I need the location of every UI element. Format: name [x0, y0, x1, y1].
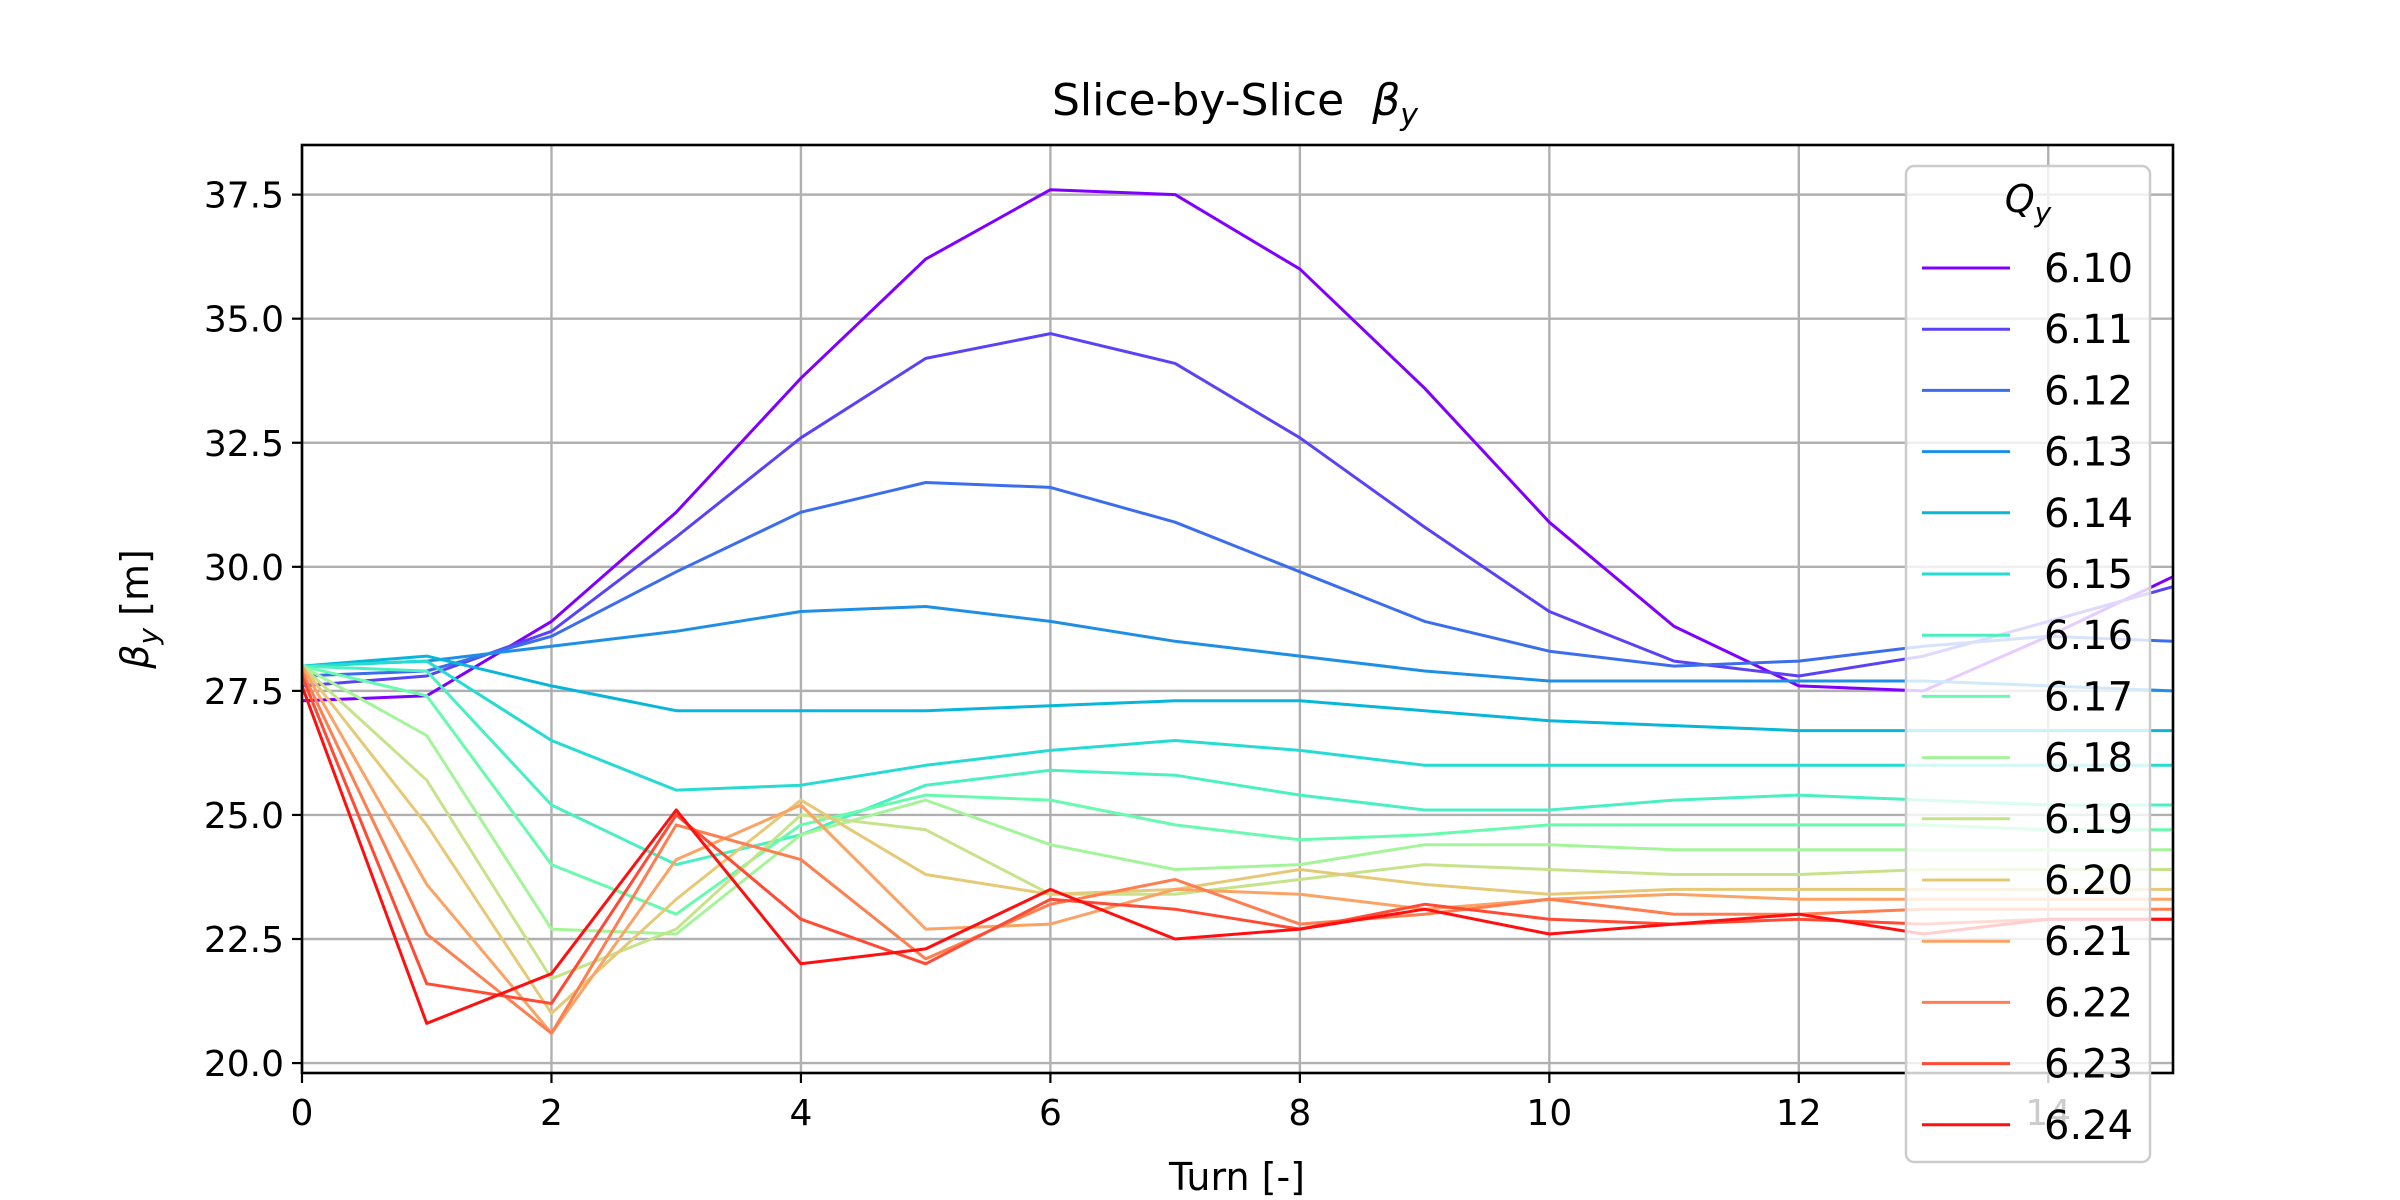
- legend-label: 6.22: [2044, 980, 2133, 1026]
- x-tick-label: 4: [789, 1093, 812, 1134]
- legend-label: 6.10: [2044, 246, 2133, 292]
- x-axis-title: Turn [-]: [1168, 1155, 1305, 1199]
- x-tick-label: 6: [1039, 1093, 1062, 1134]
- chart-title-subscript: y: [1399, 98, 1419, 133]
- legend-title-symbol: Q: [2005, 177, 2035, 221]
- legend-label: 6.11: [2044, 307, 2133, 353]
- series-line-6.20: [300, 665, 2173, 1015]
- legend-item-6.13: 6.13: [1922, 430, 2133, 476]
- legend-item-6.10: 6.10: [1922, 246, 2133, 292]
- y-tick-label: 30.0: [204, 548, 284, 589]
- legend-item-6.22: 6.22: [1922, 980, 2133, 1026]
- legend-title-subscript: y: [2034, 196, 2052, 229]
- y-axis-title-symbol: β: [113, 645, 157, 670]
- legend-label: 6.24: [2044, 1103, 2133, 1149]
- legend-label: 6.16: [2044, 613, 2133, 659]
- series-line-6.15: [301, 659, 2173, 792]
- chart-title-text: Slice-by-Slice: [1052, 75, 1344, 126]
- legend-item-6.15: 6.15: [1922, 552, 2133, 598]
- series-line-6.23: [300, 675, 2173, 1005]
- legend-item-6.16: 6.16: [1922, 613, 2133, 659]
- legend-item-6.19: 6.19: [1922, 797, 2133, 843]
- legend-box: [1904, 164, 2152, 1164]
- x-tick-label: 8: [1288, 1093, 1311, 1134]
- y-tick-label: 20.0: [204, 1044, 284, 1085]
- legend-label: 6.13: [2044, 430, 2133, 476]
- legend-label: 6.15: [2044, 552, 2133, 598]
- y-axis-title-subscript: y: [132, 628, 165, 646]
- y-tick-label: 22.5: [204, 920, 284, 961]
- legend-title: Qy: [2005, 177, 2052, 229]
- legend-label: 6.14: [2044, 491, 2133, 537]
- x-tick-label: 0: [291, 1093, 314, 1134]
- legend-label: 6.21: [2044, 919, 2133, 965]
- legend-label: 6.23: [2044, 1042, 2133, 1088]
- legend: Qy 6.106.116.126.136.146.156.166.176.186…: [1904, 164, 2152, 1164]
- series-line-6.14: [301, 654, 2173, 733]
- y-tick-label: 32.5: [204, 424, 284, 465]
- series-line-6.21: [300, 665, 2173, 1035]
- y-axis-ticks: 20.0 22.5 25.0 27.5 30.0 32.5 35.0 37.5: [204, 176, 302, 1085]
- legend-item-6.18: 6.18: [1922, 736, 2133, 782]
- series-line-6.13: [301, 605, 2174, 693]
- series-line-6.24: [300, 685, 2173, 1025]
- chart-title-symbol: β: [1371, 75, 1400, 126]
- legend-item-6.24: 6.24: [1922, 1103, 2133, 1149]
- legend-label: 6.19: [2044, 797, 2133, 843]
- legend-label: 6.18: [2044, 736, 2133, 782]
- legend-label: 6.20: [2044, 858, 2133, 904]
- y-tick-label: 27.5: [204, 672, 284, 713]
- legend-label: 6.12: [2044, 368, 2133, 414]
- y-tick-label: 37.5: [204, 176, 284, 217]
- legend-item-6.23: 6.23: [1922, 1042, 2133, 1088]
- series-line-6.22: [300, 670, 2173, 1035]
- chart-title: Slice-by-Slice βy: [1052, 75, 1419, 133]
- plot-frame: [300, 143, 2175, 1075]
- legend-item-6.21: 6.21: [1922, 919, 2133, 965]
- series-line-6.12: [301, 481, 2174, 678]
- legend-item-6.20: 6.20: [1922, 858, 2133, 904]
- series-lines: [300, 188, 2174, 1035]
- y-axis-title-unit: [m]: [113, 549, 157, 628]
- legend-item-6.14: 6.14: [1922, 491, 2133, 537]
- legend-label: 6.17: [2044, 674, 2133, 720]
- x-tick-label: 10: [1526, 1093, 1572, 1134]
- legend-item-6.12: 6.12: [1922, 368, 2133, 414]
- series-line-6.19: [300, 664, 2173, 981]
- y-axis-title: βy [m]: [113, 549, 165, 670]
- y-tick-label: 25.0: [204, 796, 284, 837]
- y-tick-label: 35.0: [204, 300, 284, 341]
- x-tick-label: 12: [1776, 1093, 1822, 1134]
- legend-item-6.17: 6.17: [1922, 674, 2133, 720]
- series-line-6.11: [301, 332, 2174, 688]
- legend-items: 6.10 6.11 6.12 6.13 6.14 6.15 6.16 6.17 6.18 6.19…: [1922, 246, 2133, 1149]
- series-line-6.16: [301, 664, 2173, 867]
- legend-item-6.11: 6.11: [1922, 307, 2133, 353]
- series-line-6.10: [301, 188, 2174, 703]
- x-tick-label: 2: [540, 1093, 563, 1134]
